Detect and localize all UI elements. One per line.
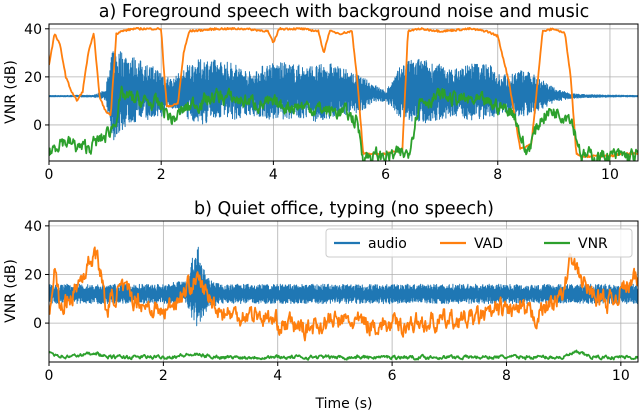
series-vad-line: [49, 27, 638, 159]
legend-label-vnr: VNR: [578, 236, 608, 252]
y-tick-label: 20: [24, 267, 42, 283]
series-vnr-line: [49, 349, 638, 361]
panel-a-title: a) Foreground speech with background noi…: [99, 2, 589, 22]
legend-label-vad: VAD: [474, 236, 503, 252]
y-tick-label: 20: [24, 70, 42, 86]
y-tick-label: 0: [33, 316, 42, 332]
panel-a-ylabel: VNR (dB): [3, 60, 19, 124]
series-vad-line: [49, 246, 638, 342]
x-tick-label: 0: [45, 167, 54, 183]
panel-b-series: [49, 246, 638, 361]
y-tick-label: 40: [24, 22, 42, 38]
x-tick-label: 8: [493, 167, 502, 183]
panel-b-frame: [48, 220, 639, 363]
y-tick-label: 0: [33, 118, 42, 134]
series-vnr-line: [49, 85, 638, 161]
series-audio-line: [49, 246, 638, 327]
x-tick-label: 4: [269, 167, 278, 183]
panel-b: b) Quiet office, typing (no speech) 0 2 4 6…: [3, 199, 639, 412]
x-tick-label: 10: [601, 167, 619, 183]
legend-label-audio: audio: [368, 236, 407, 252]
panel-a-series: [49, 27, 638, 161]
panel-b-ticks: 0 2 4 6 8 10 0 20 40: [24, 219, 630, 384]
panel-a: a) Foreground speech with background noi…: [3, 2, 639, 183]
x-tick-label: 0: [45, 368, 54, 384]
x-tick-label: 2: [157, 167, 166, 183]
legend-box: [325, 228, 633, 258]
series-audio-line: [49, 51, 638, 141]
panel-b-title: b) Quiet office, typing (no speech): [194, 199, 494, 219]
panel-b-ylabel: VNR (dB): [3, 259, 19, 323]
x-tick-label: 6: [388, 368, 397, 384]
x-tick-label: 2: [159, 368, 168, 384]
x-tick-label: 4: [273, 368, 282, 384]
x-tick-label: 10: [612, 368, 630, 384]
x-tick-label: 8: [502, 368, 511, 384]
y-tick-label: 40: [24, 219, 42, 235]
x-tick-label: 6: [381, 167, 390, 183]
panel-b-xlabel: Time (s): [315, 396, 373, 412]
panel-a-frame: [48, 23, 639, 162]
chart-legend: audio VAD VNR: [325, 228, 633, 258]
panel-a-ticks: 0 2 4 6 8 10 0 20 40: [24, 22, 619, 183]
